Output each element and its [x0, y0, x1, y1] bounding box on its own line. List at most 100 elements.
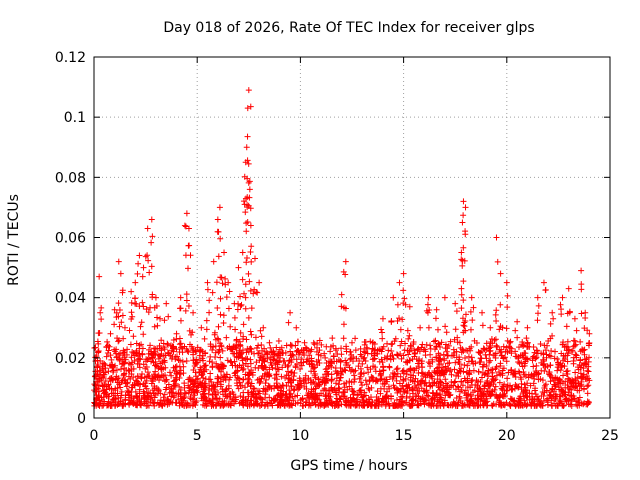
- data-point-cluster: [120, 335, 127, 342]
- noise-point: [264, 386, 271, 393]
- noise-point: [464, 362, 471, 369]
- noise-point: [230, 398, 237, 405]
- data-point-cluster: [146, 269, 153, 276]
- noise-point: [470, 367, 477, 374]
- noise-point: [444, 352, 451, 359]
- noise-point: [537, 340, 544, 347]
- noise-point: [349, 366, 356, 373]
- data-point-cluster: [357, 365, 364, 372]
- data-point-cluster: [496, 326, 503, 333]
- data-point-cluster: [480, 345, 487, 352]
- noise-point: [475, 402, 482, 409]
- noise-point: [477, 386, 484, 393]
- data-point-cluster: [340, 321, 347, 328]
- y-tick-label: 0.1: [64, 110, 86, 126]
- noise-point: [346, 383, 353, 390]
- noise-point: [177, 367, 184, 374]
- noise-point: [347, 394, 354, 401]
- data-point-cluster: [190, 357, 197, 364]
- data-point-cluster: [142, 253, 149, 260]
- data-point-cluster: [116, 307, 123, 314]
- noise-point: [530, 363, 537, 370]
- noise-point: [327, 343, 334, 350]
- data-point-cluster: [415, 381, 422, 388]
- data-point-cluster: [312, 371, 319, 378]
- noise-point: [451, 366, 458, 373]
- noise-point: [315, 356, 322, 363]
- data-point-cluster: [182, 307, 189, 314]
- data-point-cluster: [220, 312, 227, 319]
- noise-point: [402, 359, 409, 366]
- noise-point: [483, 340, 490, 347]
- data-point-cluster: [220, 320, 227, 327]
- data-point-cluster: [247, 248, 254, 255]
- noise-point: [202, 350, 209, 357]
- grid-lines: [94, 57, 610, 418]
- noise-point: [563, 343, 570, 350]
- noise-point: [461, 361, 468, 368]
- noise-point: [419, 396, 426, 403]
- noise-point: [431, 379, 438, 386]
- data-point-cluster: [388, 318, 395, 325]
- noise-point: [554, 356, 561, 363]
- noise-point: [565, 350, 572, 357]
- noise-point: [360, 348, 367, 355]
- noise-point: [284, 363, 291, 370]
- data-point-cluster: [237, 303, 244, 310]
- data-point-cluster: [336, 385, 343, 392]
- data-point-cluster: [246, 194, 253, 201]
- noise-point: [540, 358, 547, 365]
- noise-point: [554, 402, 561, 409]
- noise-point: [308, 390, 315, 397]
- data-point-cluster: [101, 381, 108, 388]
- noise-point: [548, 402, 555, 409]
- noise-point: [240, 376, 247, 383]
- noise-point: [124, 346, 131, 353]
- data-point-cluster: [563, 323, 570, 330]
- noise-point: [435, 340, 442, 347]
- data-point-cluster: [145, 257, 152, 264]
- noise-point: [255, 390, 262, 397]
- noise-point: [327, 348, 334, 355]
- noise-point: [415, 402, 422, 409]
- noise-point: [377, 390, 384, 397]
- data-point-cluster: [311, 380, 318, 387]
- data-point: [214, 216, 221, 223]
- noise-point: [522, 384, 529, 391]
- noise-point: [387, 392, 394, 399]
- data-point-cluster: [487, 339, 494, 346]
- noise-point: [504, 375, 511, 382]
- data-point-cluster: [164, 341, 171, 348]
- data-point-cluster: [223, 294, 230, 301]
- noise-point: [547, 378, 554, 385]
- noise-point: [478, 395, 485, 402]
- noise-point: [538, 392, 545, 399]
- noise-point: [219, 361, 226, 368]
- data-point-cluster: [535, 371, 542, 378]
- noise-point: [173, 346, 180, 353]
- noise-point: [317, 399, 324, 406]
- noise-point: [288, 359, 295, 366]
- noise-point: [328, 385, 335, 392]
- noise-point: [122, 397, 129, 404]
- noise-point: [403, 390, 410, 397]
- noise-point: [179, 358, 186, 365]
- noise-point: [283, 383, 290, 390]
- noise-point: [234, 367, 241, 374]
- noise-point: [227, 402, 234, 409]
- noise-point: [459, 382, 466, 389]
- data-point-cluster: [458, 291, 465, 298]
- data-point-cluster: [379, 335, 386, 342]
- plot-frame: [93, 56, 611, 419]
- noise-point: [483, 355, 490, 362]
- noise-point: [289, 393, 296, 400]
- data-point-cluster: [534, 310, 541, 317]
- data-point-cluster: [97, 357, 104, 364]
- noise-point: [304, 392, 311, 399]
- noise-point: [488, 402, 495, 409]
- noise-point: [383, 399, 390, 406]
- noise-point: [407, 376, 414, 383]
- noise-point: [396, 396, 403, 403]
- noise-point: [207, 353, 214, 360]
- noise-point: [275, 337, 282, 344]
